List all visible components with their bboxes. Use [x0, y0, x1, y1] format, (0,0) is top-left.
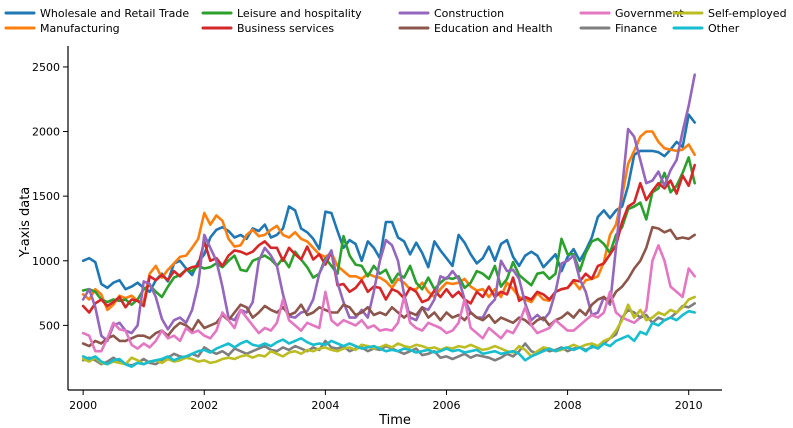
- x-tick-label: 2004: [311, 399, 339, 412]
- legend-label: Construction: [434, 7, 504, 20]
- x-tick-label: 2000: [69, 399, 97, 412]
- legend-item-construction: Construction: [398, 7, 504, 20]
- y-tick-label: 2000: [32, 126, 60, 139]
- x-tick-label: 2008: [554, 399, 582, 412]
- legend-item-manufacturing: Manufacturing: [4, 22, 120, 35]
- legend-label: Other: [708, 22, 740, 35]
- legend: Wholesale and Retail Trade Manufacturing L…: [4, 7, 787, 35]
- x-tick-label: 2010: [675, 399, 703, 412]
- y-tick-label: 500: [39, 319, 60, 332]
- plot-lines: [81, 73, 696, 368]
- legend-label: Manufacturing: [40, 22, 120, 35]
- legend-label: Government: [615, 7, 684, 20]
- legend-item-business-services: Business services: [201, 22, 334, 35]
- legend-label: Education and Health: [434, 22, 553, 35]
- series-line-wholesale-and-retail-trade: [81, 113, 696, 294]
- y-tick-label: 2500: [32, 61, 60, 74]
- legend-item-government: Government: [579, 7, 684, 20]
- legend-label: Leisure and hospitality: [237, 7, 362, 20]
- series-line-education-and-health: [81, 225, 696, 348]
- legend-item-self-employed: Self-employed: [672, 7, 787, 20]
- x-tick-label: 2002: [190, 399, 218, 412]
- legend-item-wholesale-and-retail-trade: Wholesale and Retail Trade: [4, 7, 189, 20]
- series-line-business-services: [81, 163, 696, 314]
- x-tick-label: 2006: [432, 399, 460, 412]
- legend-item-finance: Finance: [579, 22, 657, 35]
- legend-item-education-and-health: Education and Health: [398, 22, 553, 35]
- axes: 2000 2002 2004 2006 2008 2010 500 1000 1500 2000 2…: [18, 46, 722, 428]
- legend-label: Wholesale and Retail Trade: [40, 7, 189, 20]
- legend-item-other: Other: [672, 22, 740, 35]
- y-axis-title: Y-axis data: [18, 187, 33, 259]
- y-tick-label: 1000: [32, 255, 60, 268]
- series-line-government: [81, 244, 696, 353]
- legend-item-leisure-and-hospitality: Leisure and hospitality: [201, 7, 362, 20]
- legend-label: Business services: [237, 22, 334, 35]
- legend-label: Self-employed: [708, 7, 787, 20]
- legend-label: Finance: [615, 22, 657, 35]
- series-line-self-employed: [81, 295, 696, 366]
- series-line-other: [81, 309, 696, 368]
- y-tick-label: 1500: [32, 190, 60, 203]
- x-axis-title: Time: [378, 413, 411, 428]
